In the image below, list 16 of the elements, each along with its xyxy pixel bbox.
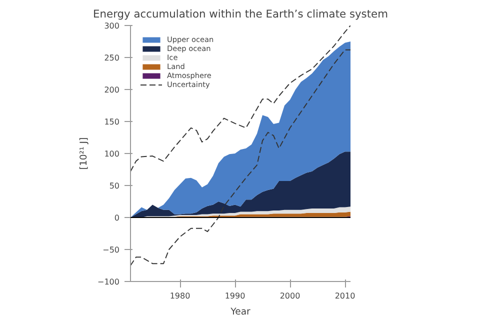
x-tick-label: 1990: [224, 292, 246, 300]
y-axis-title: [10²¹ J]: [78, 137, 90, 170]
y-tick-label: 100: [104, 150, 120, 158]
y-tick-label: 200: [104, 86, 120, 94]
x-tick-label: 2000: [280, 292, 300, 300]
y-tick-label: 150: [104, 118, 120, 126]
y-tick-label: 0: [114, 214, 120, 222]
x-axis-title: Year: [230, 306, 251, 318]
x-tick-label: 2010: [334, 292, 356, 300]
y-tick-label: −100: [98, 278, 120, 286]
chart-title: Energy accumulation within the Earth’s climate system: [93, 8, 388, 20]
y-tick-label: −50: [102, 246, 120, 254]
y-tick-label: 50: [109, 182, 120, 190]
y-tick-label: 250: [104, 54, 120, 62]
x-tick-label: 1980: [170, 292, 190, 300]
y-tick-label: 300: [104, 22, 120, 30]
